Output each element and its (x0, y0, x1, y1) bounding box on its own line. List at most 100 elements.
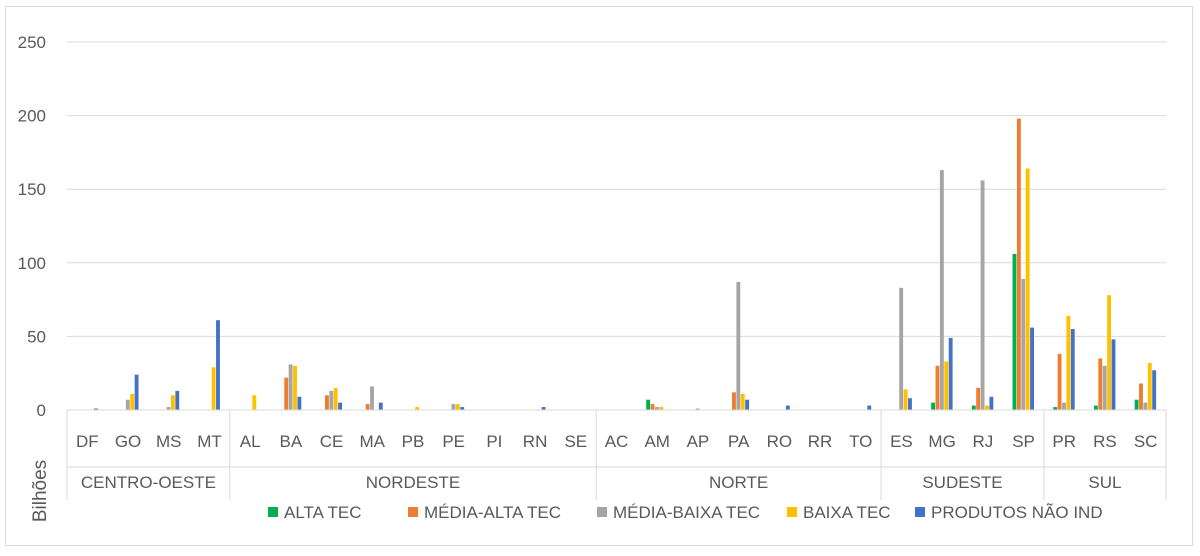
legend-label: MÉDIA-ALTA TEC (424, 503, 561, 522)
x-tick-label: AP (687, 432, 710, 451)
bar-m-dia-baixa-tec-ap (695, 408, 700, 410)
x-group-label: SUDESTE (922, 473, 1002, 492)
x-tick-label: BA (280, 432, 303, 451)
bar-produtos-n-o-ind-rs (1111, 339, 1116, 410)
x-tick-label: AL (240, 432, 261, 451)
bars (93, 118, 1157, 410)
bar-chart: 0 50 100 150 200 250 DF GO MS MT AL BA CE MA PB PE PI RN… (18, 33, 1167, 522)
x-tick-label: AC (605, 432, 629, 451)
x-axis: DF GO MS MT AL BA CE MA PB PE PI RN SE AC AM AP PA RO RR TO… (66, 409, 1167, 500)
bar-m-dia-alta-tec-ba (284, 377, 289, 410)
bar-produtos-n-o-ind-rj (989, 396, 994, 410)
bar-alta-tec-pr (1053, 407, 1058, 410)
bar-produtos-n-o-ind-mt (216, 320, 220, 410)
bar-alta-tec-rj (971, 405, 976, 410)
bar-produtos-n-o-ind-ms (175, 390, 180, 410)
bar-baixa-tec-rs (1107, 295, 1112, 410)
bar-produtos-n-o-ind-es (908, 398, 912, 410)
bar-baixa-tec-pr (1066, 315, 1071, 410)
bar-m-dia-baixa-tec-mg (939, 170, 944, 410)
bar-m-dia-alta-tec-pr (1057, 354, 1062, 410)
bar-m-dia-baixa-tec-ms (166, 407, 171, 410)
bar-m-dia-alta-tec-rj (976, 387, 981, 410)
legend-label: ALTA TEC (284, 503, 361, 522)
legend: ALTA TEC MÉDIA-ALTA TEC MÉDIA-BAIXA TEC BAI… (268, 503, 1103, 522)
x-tick-label: PB (402, 432, 425, 451)
legend-swatch (787, 507, 797, 517)
x-tick-label: ES (890, 432, 913, 451)
legend-label: PRODUTOS NÃO IND (931, 503, 1103, 522)
x-tick-label: PI (486, 432, 502, 451)
bar-m-dia-baixa-tec-am (655, 407, 659, 410)
bar-produtos-n-o-ind-pa (745, 399, 750, 410)
y-axis-label: Bilhões (30, 460, 51, 522)
bar-baixa-tec-sp (1025, 168, 1030, 410)
y-tick-label: 200 (18, 107, 46, 126)
bar-m-dia-alta-tec-rs (1098, 358, 1103, 410)
bar-baixa-tec-pa (740, 393, 745, 410)
bar-baixa-tec-am (659, 407, 664, 410)
bar-m-dia-baixa-tec-pr (1062, 402, 1066, 410)
bar-m-dia-baixa-tec-sc (1143, 402, 1148, 410)
bar-m-dia-baixa-tec-pe (451, 404, 456, 410)
bar-baixa-tec-ms (170, 395, 175, 410)
bar-baixa-tec-pe (455, 404, 460, 410)
x-tick-label: PA (728, 432, 750, 451)
bar-baixa-tec-mt (211, 367, 216, 410)
legend-swatch (268, 507, 278, 517)
x-tick-label: RO (767, 432, 793, 451)
y-tick-label: 0 (37, 401, 46, 420)
bar-produtos-n-o-ind-ba (297, 396, 302, 410)
bar-baixa-tec-sc (1147, 362, 1152, 410)
bar-m-dia-alta-tec-mg (935, 365, 940, 410)
bar-m-dia-baixa-tec-es (899, 287, 904, 410)
bar-baixa-tec-ce (333, 387, 338, 410)
legend-swatch (597, 507, 607, 517)
x-tick-label: RN (523, 432, 548, 451)
x-group-label: CENTRO-OESTE (81, 473, 216, 492)
bar-baixa-tec-mg (944, 361, 949, 410)
bar-baixa-tec-pb (415, 407, 420, 410)
x-tick-label: RR (808, 432, 833, 451)
bar-m-dia-alta-tec-sp (1016, 118, 1021, 410)
bar-baixa-tec-ba (293, 365, 297, 410)
bar-produtos-n-o-ind-df (93, 408, 98, 410)
bar-m-dia-baixa-tec-ce (329, 390, 334, 410)
x-tick-label: PR (1052, 432, 1076, 451)
bar-m-dia-baixa-tec-pa (736, 281, 741, 410)
bar-baixa-tec-al (252, 395, 257, 410)
bar-m-dia-alta-tec-pa (732, 392, 736, 410)
bar-m-dia-baixa-tec-sp (1021, 278, 1026, 410)
bar-m-dia-alta-tec-sc (1139, 383, 1143, 410)
x-tick-label: GO (115, 432, 141, 451)
bar-alta-tec-rs (1093, 405, 1098, 410)
bar-m-dia-baixa-tec-ba (288, 364, 293, 410)
bar-produtos-n-o-ind-sc (1152, 370, 1157, 410)
x-tick-label: SP (1012, 432, 1035, 451)
bar-baixa-tec-go (130, 393, 135, 410)
legend-label: BAIXA TEC (803, 503, 891, 522)
x-tick-label: TO (849, 432, 872, 451)
x-tick-label: CE (320, 432, 344, 451)
chart-frame: 0 50 100 150 200 250 DF GO MS MT AL BA CE MA PB PE PI RN… (5, 6, 1193, 546)
bar-m-dia-baixa-tec-rj (980, 180, 985, 410)
bar-m-dia-baixa-tec-rs (1102, 365, 1107, 410)
bar-alta-tec-sc (1134, 399, 1139, 410)
bar-produtos-n-o-ind-rn (541, 407, 546, 410)
x-tick-label: AM (644, 432, 670, 451)
bar-m-dia-baixa-tec-ma (370, 386, 374, 410)
x-tick-label: MA (360, 432, 386, 451)
bar-produtos-n-o-ind-ma (378, 402, 383, 410)
bar-produtos-n-o-ind-go (134, 374, 139, 410)
legend-swatch (408, 507, 418, 517)
bar-produtos-n-o-ind-pe (460, 407, 465, 410)
bar-produtos-n-o-ind-mg (948, 337, 953, 410)
bar-alta-tec-mg (931, 402, 936, 410)
legend-swatch (915, 507, 925, 517)
y-axis-ticks: 0 50 100 150 200 250 (18, 33, 46, 420)
x-tick-label: MG (928, 432, 955, 451)
x-tick-label: PE (442, 432, 465, 451)
bar-produtos-n-o-ind-ro (785, 405, 790, 410)
bar-alta-tec-am (646, 399, 651, 410)
y-tick-label: 250 (18, 33, 46, 52)
